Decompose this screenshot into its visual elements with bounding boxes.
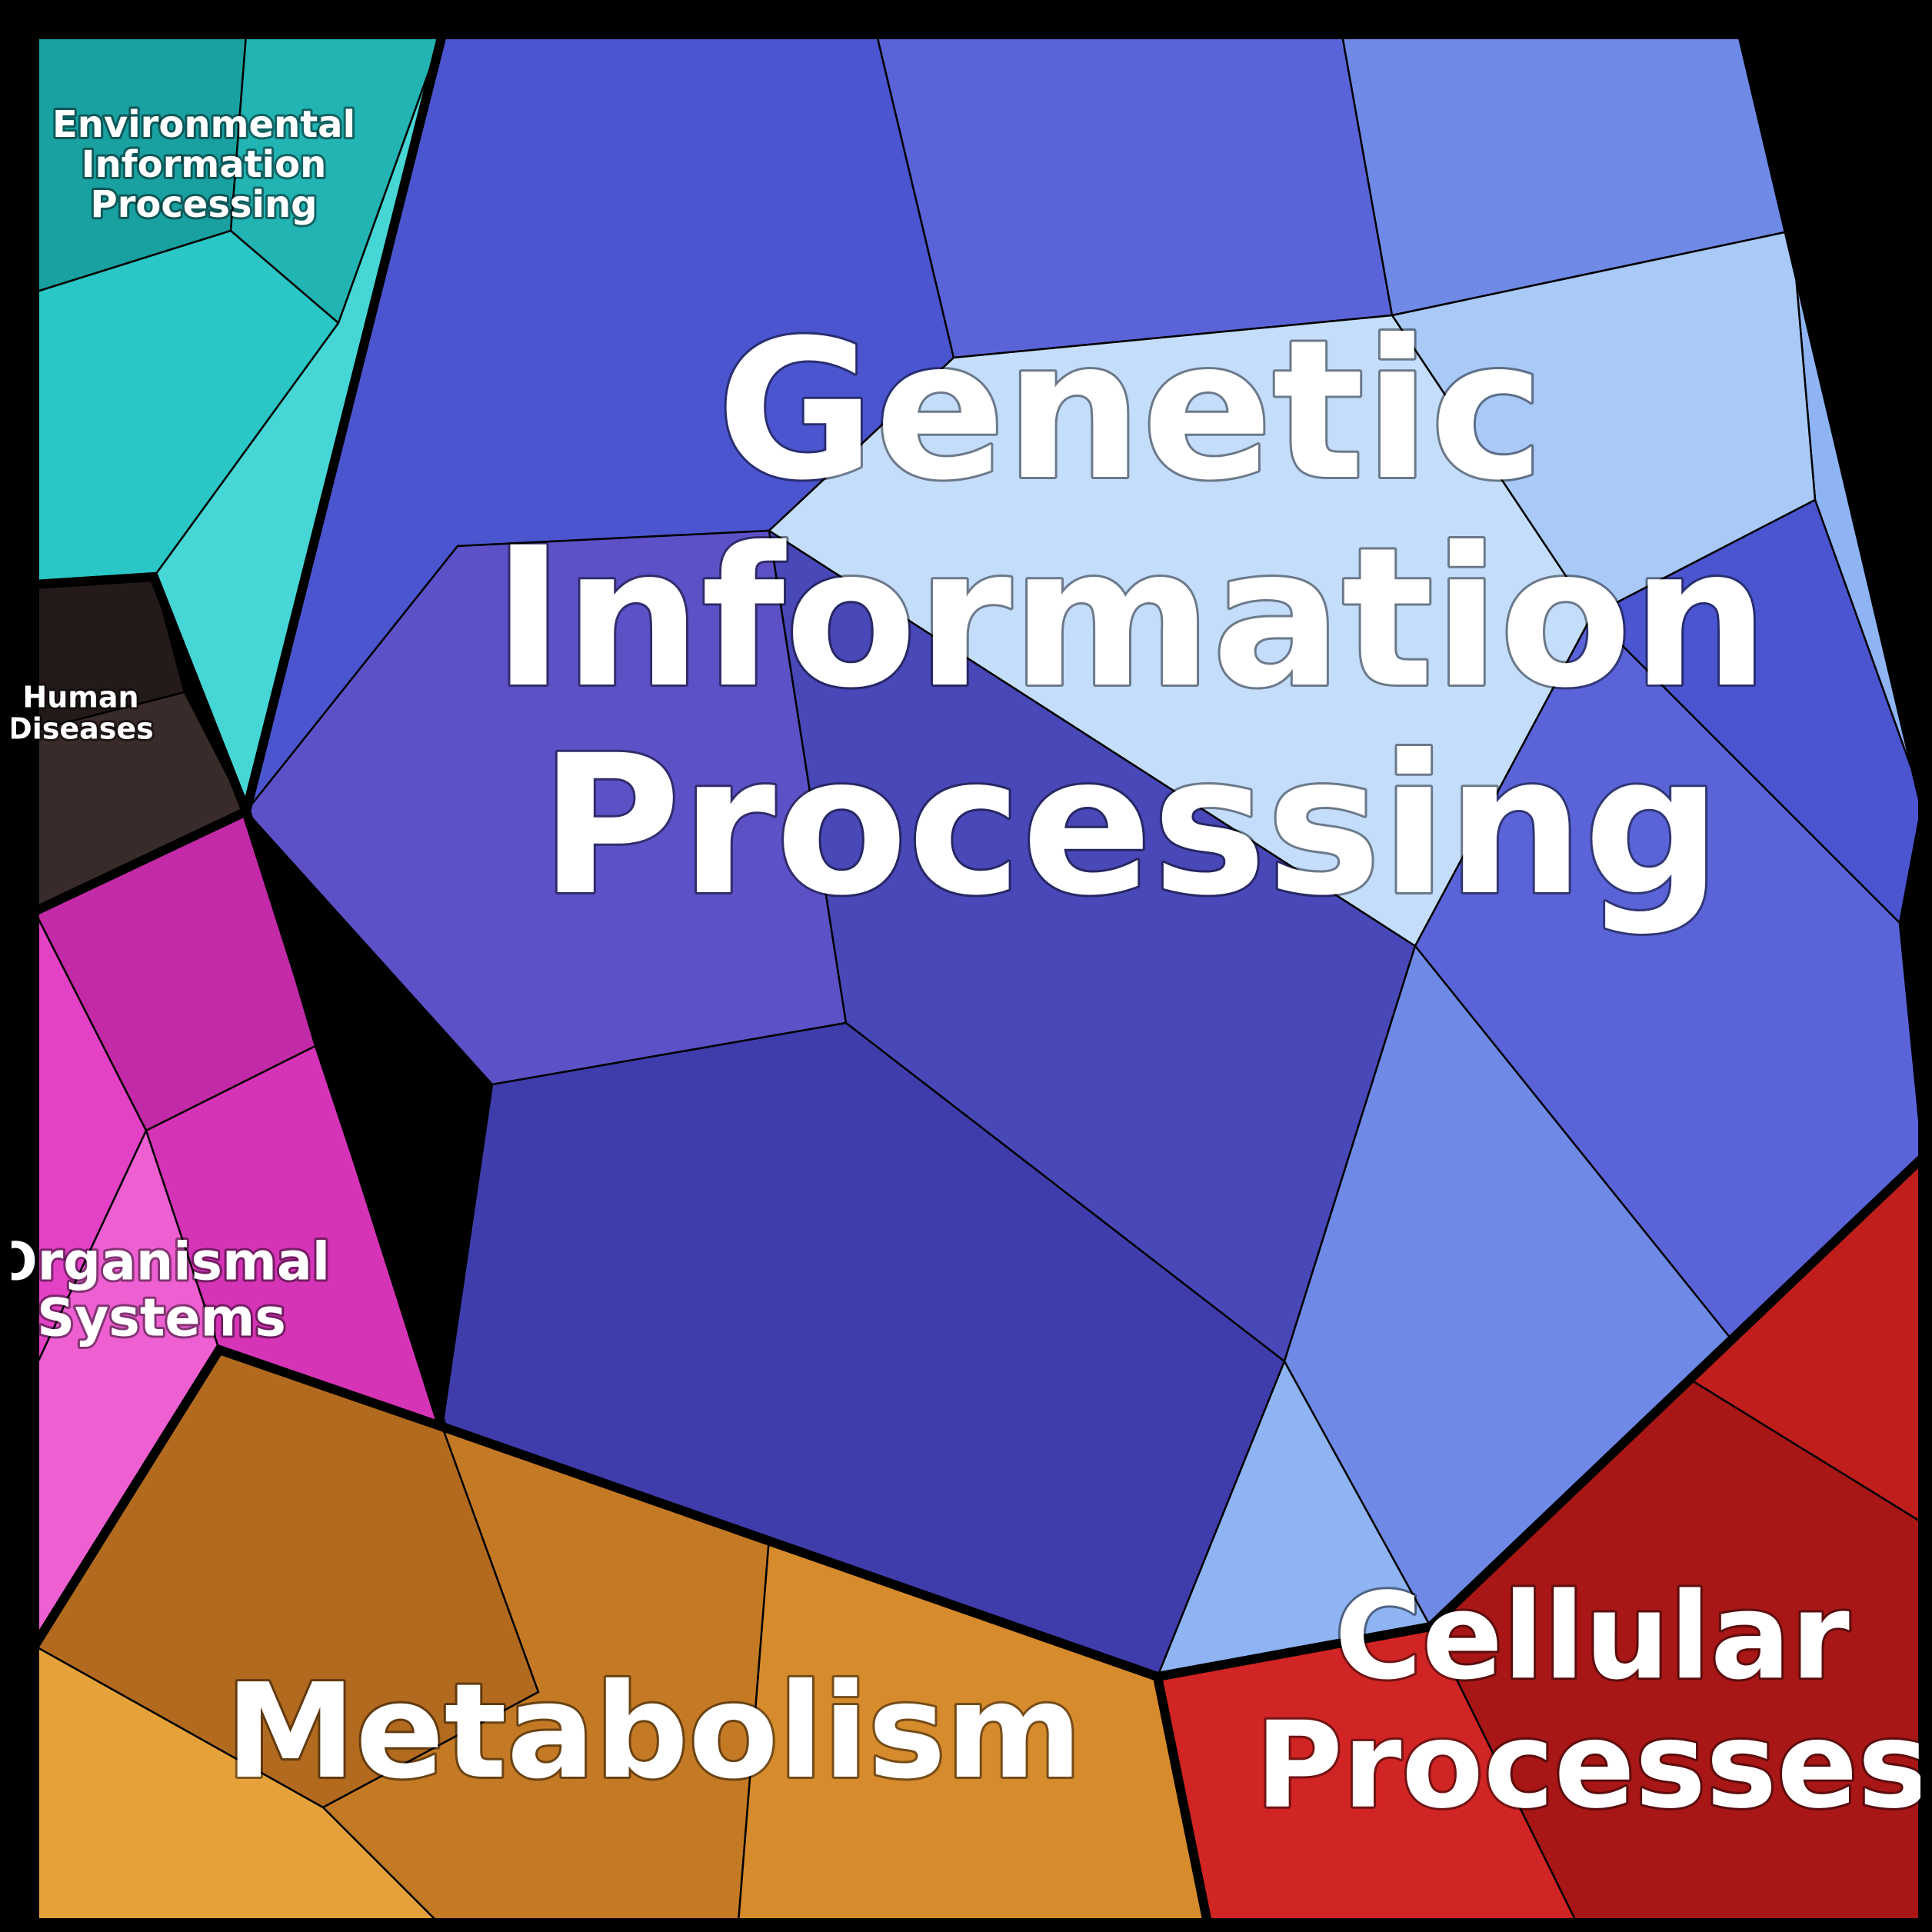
voronoi-treemap: GeneticInformationProcessingMetabolismCe…: [0, 0, 1932, 1932]
environmental-label: EnvironmentalInformationProcessing: [52, 103, 355, 226]
metabolism-label: Metabolism: [225, 1656, 1082, 1808]
human-diseases-label: HumanDiseases: [8, 680, 154, 745]
cellular-label: CellularProcesses: [1255, 1567, 1928, 1834]
organismal-label: OrganismalSystems: [0, 1231, 330, 1348]
